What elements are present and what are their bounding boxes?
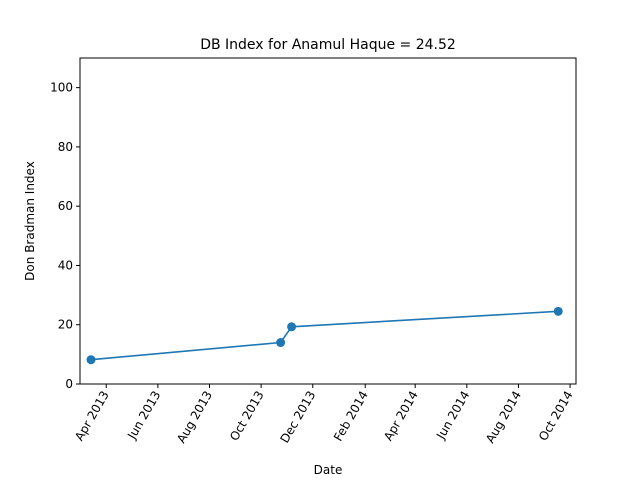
data-point xyxy=(287,322,297,332)
series-line xyxy=(90,310,559,361)
y-tick-label: 40 xyxy=(58,258,73,272)
x-axis-label: Date xyxy=(314,463,343,477)
y-tick-label: 60 xyxy=(58,199,73,213)
y-axis: 0 20 40 60 80 100 xyxy=(50,81,80,391)
y-tick-label: 0 xyxy=(65,377,73,391)
data-point xyxy=(553,306,563,316)
series-layer xyxy=(86,306,563,365)
chart-title: DB Index for Anamul Haque = 24.52 xyxy=(200,37,456,53)
y-tick-label: 20 xyxy=(58,318,73,332)
axes-frame xyxy=(79,57,577,385)
y-tick-label: 100 xyxy=(50,81,73,95)
y-axis-label: Don Bradman Index xyxy=(23,161,37,281)
y-tick-label: 80 xyxy=(58,140,73,154)
data-point xyxy=(86,355,96,365)
data-point xyxy=(276,338,286,348)
